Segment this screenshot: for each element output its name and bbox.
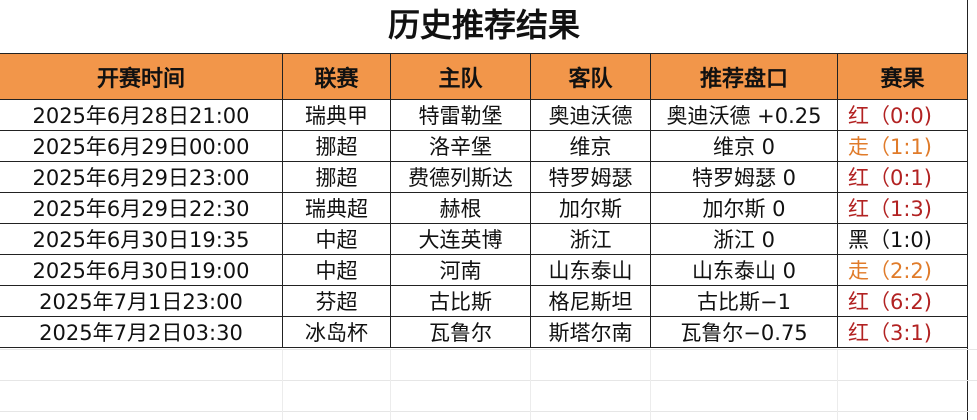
away-team-cell: 维京 [530,130,651,162]
table-row: 2025年6月28日21:00 瑞典甲 特雷勒堡 奥迪沃德 奥迪沃德 +0.25 红（0:… [0,99,968,131]
away-team-cell: 加尔斯 [530,192,651,224]
table-row: 2025年6月30日19:00 中超 河南 山东泰山 山东泰山 0 走（2:2) [0,254,968,286]
header-league: 联赛 [282,53,391,100]
league-cell: 中超 [282,254,391,286]
grid-line [530,349,531,420]
match-result-cell: 走（1:1) [837,130,968,162]
header-row: 开赛时间 联赛 主队 客队 推荐盘口 赛果 [0,53,968,100]
match-result-cell: 走（2:2) [837,254,968,286]
match-time-cell: 2025年7月1日23:00 [0,285,283,317]
column-divider [967,0,968,420]
match-time-cell: 2025年6月29日22:30 [0,192,283,224]
recommended-line-cell: 浙江 0 [650,223,838,255]
home-team-cell: 费德列斯达 [390,161,531,193]
header-away: 客队 [530,53,651,100]
away-team-cell: 斯塔尔南 [530,316,651,348]
away-team-cell: 山东泰山 [530,254,651,286]
table-row: 2025年6月29日22:30 瑞典超 赫根 加尔斯 加尔斯 0 红（1:3) [0,192,968,224]
match-time-cell: 2025年7月2日03:30 [0,316,283,348]
header-result: 赛果 [837,53,968,100]
home-team-cell: 大连英博 [390,223,531,255]
match-result-cell: 红（3:1) [837,316,968,348]
recommended-line-cell: 维京 0 [650,130,838,162]
match-time-cell: 2025年6月30日19:35 [0,223,283,255]
away-team-cell: 特罗姆瑟 [530,161,651,193]
home-team-cell: 古比斯 [390,285,531,317]
grid-line [650,349,651,420]
match-time-cell: 2025年6月29日00:00 [0,130,283,162]
league-cell: 芬超 [282,285,391,317]
match-time-cell: 2025年6月28日21:00 [0,99,283,131]
header-home: 主队 [390,53,531,100]
header-pick: 推荐盘口 [650,53,838,100]
recommended-line-cell: 特罗姆瑟 0 [650,161,838,193]
away-team-cell: 格尼斯坦 [530,285,651,317]
recommended-line-cell: 瓦鲁尔−0.75 [650,316,838,348]
grid-line [282,349,283,420]
match-result-cell: 红（1:3) [837,192,968,224]
match-result-cell: 红（0:0) [837,99,968,131]
away-team-cell: 浙江 [530,223,651,255]
results-table: 开赛时间 联赛 主队 客队 推荐盘口 赛果 2025年6月28日21:00 瑞典甲… [0,53,968,348]
empty-grid [0,349,977,420]
recommended-line-cell: 古比斯−1 [650,285,838,317]
table-row: 2025年6月30日19:35 中超 大连英博 浙江 浙江 0 黑（1:0) [0,223,968,255]
league-cell: 中超 [282,223,391,255]
home-team-cell: 洛辛堡 [390,130,531,162]
grid-line [837,349,838,420]
recommended-line-cell: 加尔斯 0 [650,192,838,224]
match-result-cell: 红（0:1) [837,161,968,193]
grid-line [390,349,391,420]
recommended-line-cell: 山东泰山 0 [650,254,838,286]
match-time-cell: 2025年6月29日23:00 [0,161,283,193]
league-cell: 冰岛杯 [282,316,391,348]
table-row: 2025年6月29日00:00 挪超 洛辛堡 维京 维京 0 走（1:1) [0,130,968,162]
table-row: 2025年6月29日23:00 挪超 费德列斯达 特罗姆瑟 特罗姆瑟 0 红（0:1) [0,161,968,193]
page-title: 历史推荐结果 [387,6,580,44]
home-team-cell: 瓦鲁尔 [390,316,531,348]
match-result-cell: 黑（1:0) [837,223,968,255]
home-team-cell: 河南 [390,254,531,286]
home-team-cell: 特雷勒堡 [390,99,531,131]
league-cell: 瑞典甲 [282,99,391,131]
match-result-cell: 红（6:2) [837,285,968,317]
match-time-cell: 2025年6月30日19:00 [0,254,283,286]
league-cell: 挪超 [282,130,391,162]
recommended-line-cell: 奥迪沃德 +0.25 [650,99,838,131]
league-cell: 瑞典超 [282,192,391,224]
league-cell: 挪超 [282,161,391,193]
table-row: 2025年7月1日23:00 芬超 古比斯 格尼斯坦 古比斯−1 红（6:2) [0,285,968,317]
away-team-cell: 奥迪沃德 [530,99,651,131]
home-team-cell: 赫根 [390,192,531,224]
header-time: 开赛时间 [0,53,283,100]
table-row: 2025年7月2日03:30 冰岛杯 瓦鲁尔 斯塔尔南 瓦鲁尔−0.75 红（3:1) [0,316,968,348]
